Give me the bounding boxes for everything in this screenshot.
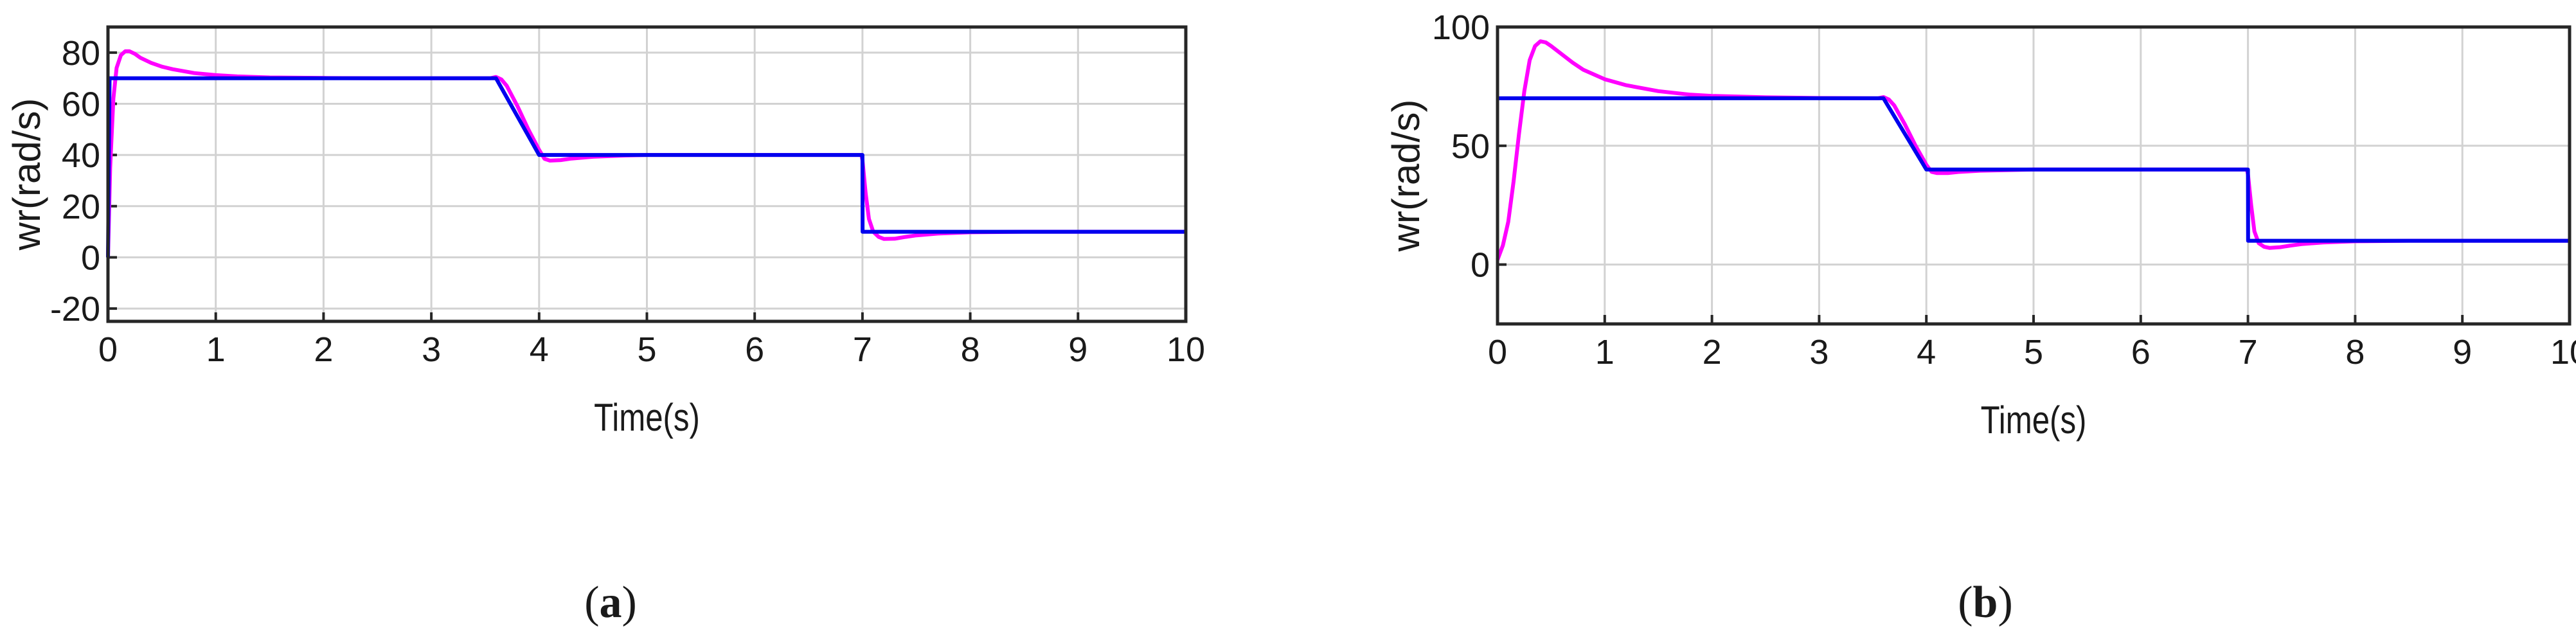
y-axis-title: wr(rad/s) [5,98,48,251]
x-tick-label: 6 [2131,333,2151,371]
panel-label-a: (a) [584,578,637,627]
y-axis-title: wr(rad/s) [1384,100,1427,253]
y-tick-label: 50 [1451,127,1490,166]
y-tick-label: 20 [62,188,100,226]
x-tick-label: 8 [961,330,980,369]
y-tick-label: 0 [1471,246,1490,285]
x-axis-title: Time(s) [594,395,700,439]
y-tick-label: 60 [62,85,100,123]
x-tick-label: 8 [2345,333,2365,371]
x-tick-label: 0 [98,330,118,369]
grid-lines-overlay [107,27,1187,321]
x-tick-label: 2 [314,330,333,369]
x-tick-label: 0 [1488,333,1507,371]
plot-area-border [106,25,1188,323]
x-tick-label: 10 [1167,330,1205,369]
series-line-actual [106,49,1186,258]
x-tick-label: 2 [1703,333,1722,371]
x-axis-title: Time(s) [1981,398,2087,442]
chart-panel-b: 0 1 2 3 4 5 6 7 8 9 10 0 50 100 Time(s) wr(rad/s) (b… [1384,8,2576,627]
y-tick-label: 40 [62,136,100,175]
x-tick-label: 5 [637,330,656,369]
x-tick-label: 4 [1917,333,1936,371]
x-tick-label: 10 [2550,333,2576,371]
y-tick-labels: 0 50 100 [1432,8,1490,285]
y-tick-label: 100 [1432,8,1490,47]
y-tick-label: -20 [50,290,100,328]
x-tick-label: 3 [1809,333,1829,371]
panel-label-b: (b) [1958,578,2013,627]
series-line-actual [1496,39,2570,261]
x-tick-label: 1 [206,330,226,369]
x-tick-labels: 0 1 2 3 4 5 6 7 8 9 10 [1488,333,2576,371]
x-tick-label: 1 [1595,333,1614,371]
x-tick-label: 6 [745,330,764,369]
x-tick-label: 9 [2453,333,2472,371]
x-tick-label: 9 [1068,330,1087,369]
plot-area-border [1496,25,2572,326]
y-tick-label: 80 [62,34,100,73]
x-tick-label: 7 [2239,333,2258,371]
x-tick-label: 5 [2024,333,2043,371]
x-tick-label: 3 [422,330,441,369]
x-tick-label: 7 [853,330,872,369]
x-tick-labels: 0 1 2 3 4 5 6 7 8 9 10 [98,330,1205,369]
x-tick-label: 4 [530,330,549,369]
y-tick-label: 0 [81,238,100,277]
y-tick-labels: -20 0 20 40 60 80 [50,34,100,328]
